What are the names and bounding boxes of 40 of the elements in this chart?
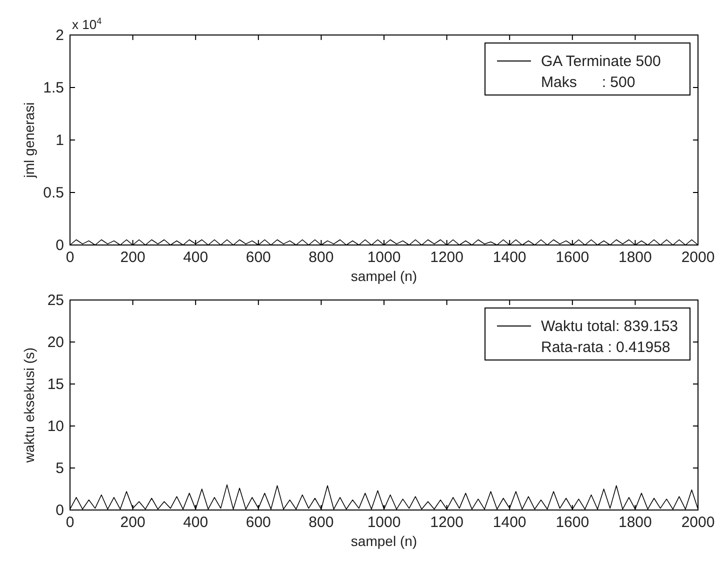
annotation: Maks : 500 — [541, 74, 636, 91]
x-tick-label: 600 — [246, 514, 271, 531]
x-tick-label: 1000 — [367, 514, 401, 531]
x-tick-label: 1600 — [556, 249, 590, 266]
x-tick-label: 200 — [120, 249, 146, 266]
y-tick-label: 0 — [56, 237, 64, 254]
x-axis-title: sampel (n) — [350, 268, 418, 284]
x-tick-label: 800 — [308, 249, 334, 266]
y-tick-label: 2 — [56, 27, 64, 44]
y-tick-label: 25 — [47, 292, 64, 309]
x-tick-label: 1200 — [430, 514, 464, 531]
y-tick-label: 0.5 — [43, 184, 64, 202]
y-axis-title: waktu eksekusi (s) — [21, 347, 37, 464]
x-tick-label: 400 — [183, 249, 208, 266]
annotation: Rata-rata : 0.41958 — [541, 339, 670, 356]
y-tick-label: 5 — [56, 460, 64, 477]
y-tick-label: 15 — [47, 376, 64, 393]
y-axis-title: jml generasi — [21, 102, 37, 179]
y-tick-label: 10 — [47, 418, 64, 435]
y-tick-label: 1.5 — [43, 80, 64, 96]
x-tick-label: 1400 — [492, 249, 526, 266]
x-tick-label: 400 — [183, 514, 208, 531]
y-tick-label: 0 — [56, 502, 64, 519]
x-tick-label: 1600 — [556, 514, 590, 531]
x-tick-label: 800 — [308, 514, 334, 531]
y-tick-label: 20 — [47, 334, 64, 351]
x-tick-label: 1800 — [618, 514, 652, 531]
x-axis-title: sampel (n) — [350, 533, 418, 549]
x-tick-label: 2000 — [681, 249, 715, 266]
legend-label: Waktu total: 839.153 — [541, 318, 678, 335]
x-tick-label: 600 — [246, 249, 271, 266]
x-tick-label: 1400 — [492, 514, 526, 531]
text: x 10$^{4}$ — [72, 16, 102, 32]
y-tick-label: 1 — [56, 132, 64, 149]
x-tick-label: 2000 — [681, 514, 715, 531]
legend-label: GA Terminate 500 — [541, 53, 661, 70]
x-tick-label: 1000 — [367, 249, 401, 266]
x-tick-label: 200 — [120, 514, 146, 531]
x-tick-label: 1800 — [618, 249, 652, 266]
x-tick-label: 1200 — [430, 249, 464, 266]
